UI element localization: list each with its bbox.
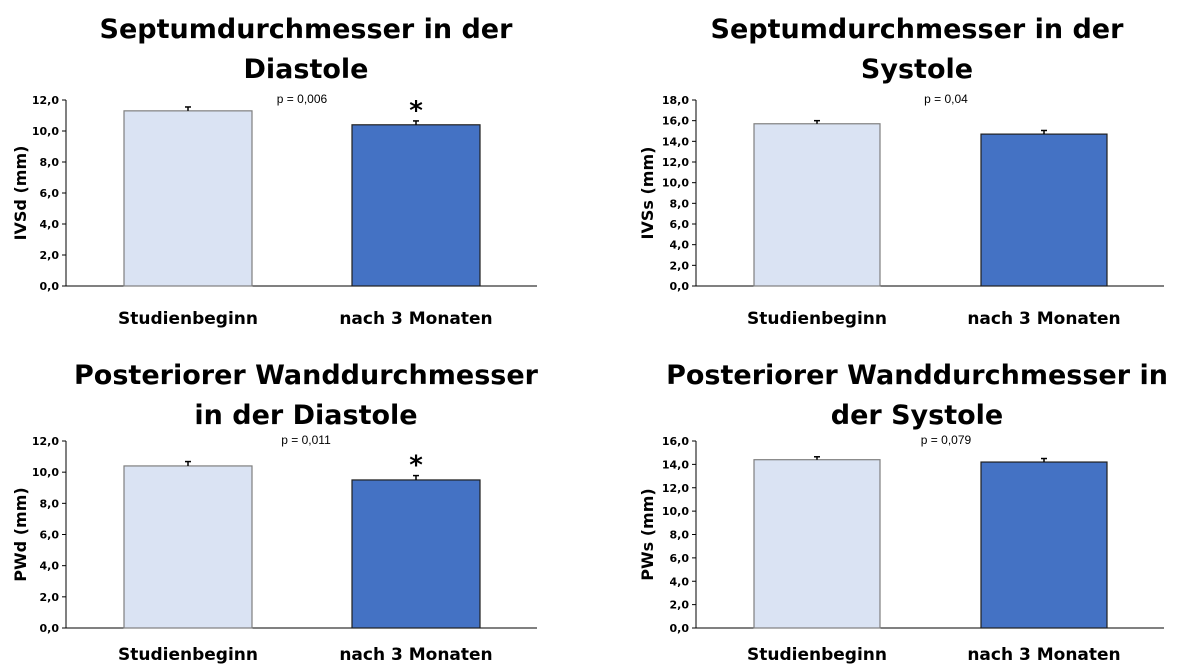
chart-title-line: Systole: [861, 54, 973, 85]
y-axis-label: PWs (mm): [638, 488, 657, 580]
y-tick-label: 12,0: [32, 94, 59, 107]
chart-title-line: der Systole: [831, 400, 1004, 431]
chart-septum-diastole: Septumdurchmesser in der Diastole 0,0 2,0 4,…: [11, 14, 537, 329]
y-axis-label: IVSd (mm): [11, 146, 30, 241]
chart-septum-systole: Septumdurchmesser in der Systole 0,0 2,0 4,0…: [638, 14, 1164, 329]
y-tick-label: 6,0: [670, 552, 690, 565]
bar: [980, 461, 1108, 629]
y-tick-label: 0,0: [670, 280, 690, 293]
bar: [123, 465, 253, 629]
y-tick-label: 14,0: [662, 135, 689, 148]
y-tick-label: 2,0: [670, 599, 690, 612]
y-tick-label: 10,0: [662, 177, 689, 190]
bar: [753, 123, 881, 287]
category-label: nach 3 Monaten: [339, 309, 492, 329]
bar: [753, 459, 881, 629]
y-tick-label: 10,0: [662, 505, 689, 518]
y-tick-label: 2,0: [40, 249, 60, 262]
category-label: nach 3 Monaten: [967, 645, 1120, 665]
category-label: Studienbeginn: [747, 645, 887, 665]
p-value-annotation: p = 0,011: [281, 433, 331, 447]
chart-title-line: Septumdurchmesser in der: [100, 14, 514, 45]
p-value-annotation: p = 0,079: [921, 433, 972, 447]
y-tick-label: 0,0: [40, 280, 60, 293]
category-label: nach 3 Monaten: [967, 309, 1120, 329]
y-tick-label: 4,0: [670, 239, 690, 252]
y-tick-label: 10,0: [32, 125, 59, 138]
chart-title-line: Diastole: [244, 54, 369, 85]
bar: [123, 110, 253, 287]
category-label: Studienbeginn: [118, 309, 258, 329]
p-value-annotation: p = 0,006: [277, 92, 328, 106]
y-tick-label: 6,0: [670, 218, 690, 231]
y-tick-label: 2,0: [670, 259, 690, 272]
p-value-annotation: p = 0,04: [924, 92, 968, 106]
category-label: Studienbeginn: [118, 645, 258, 665]
y-tick-label: 8,0: [40, 497, 60, 510]
significance-star: *: [409, 451, 423, 481]
category-label: nach 3 Monaten: [339, 645, 492, 665]
y-tick-label: 4,0: [40, 218, 60, 231]
bar: [351, 479, 481, 629]
y-tick-label: 4,0: [670, 575, 690, 588]
y-tick-label: 12,0: [32, 435, 59, 448]
y-axis-label: IVSs (mm): [638, 147, 657, 240]
y-tick-label: 12,0: [662, 482, 689, 495]
category-label: Studienbeginn: [747, 309, 887, 329]
chart-title-line: Posteriorer Wanddurchmesser: [74, 360, 539, 391]
y-tick-label: 4,0: [40, 560, 60, 573]
y-tick-label: 6,0: [40, 187, 60, 200]
y-tick-label: 16,0: [662, 435, 689, 448]
y-tick-label: 0,0: [670, 622, 690, 635]
significance-star: *: [409, 96, 423, 126]
bar: [980, 133, 1108, 287]
y-tick-label: 2,0: [40, 591, 60, 604]
y-tick-label: 16,0: [662, 115, 689, 128]
y-tick-label: 18,0: [662, 94, 689, 107]
y-tick-label: 12,0: [662, 156, 689, 169]
chart-posterior-wall-diastole: Posteriorer Wanddurchmesser in der Diasto…: [11, 360, 539, 665]
chart-title-line: in der Diastole: [194, 400, 417, 431]
y-tick-label: 10,0: [32, 466, 59, 479]
chart-title-line: Septumdurchmesser in der: [711, 14, 1125, 45]
chart-posterior-wall-systole: Posteriorer Wanddurchmesser in der Systol…: [638, 360, 1168, 665]
bar: [351, 124, 481, 287]
y-tick-label: 8,0: [670, 529, 690, 542]
y-tick-label: 8,0: [40, 156, 60, 169]
y-tick-label: 0,0: [40, 622, 60, 635]
y-tick-label: 14,0: [662, 458, 689, 471]
chart-title-line: Posteriorer Wanddurchmesser in: [666, 360, 1168, 391]
y-tick-label: 6,0: [40, 529, 60, 542]
y-axis-label: PWd (mm): [11, 487, 30, 581]
y-tick-label: 8,0: [670, 197, 690, 210]
